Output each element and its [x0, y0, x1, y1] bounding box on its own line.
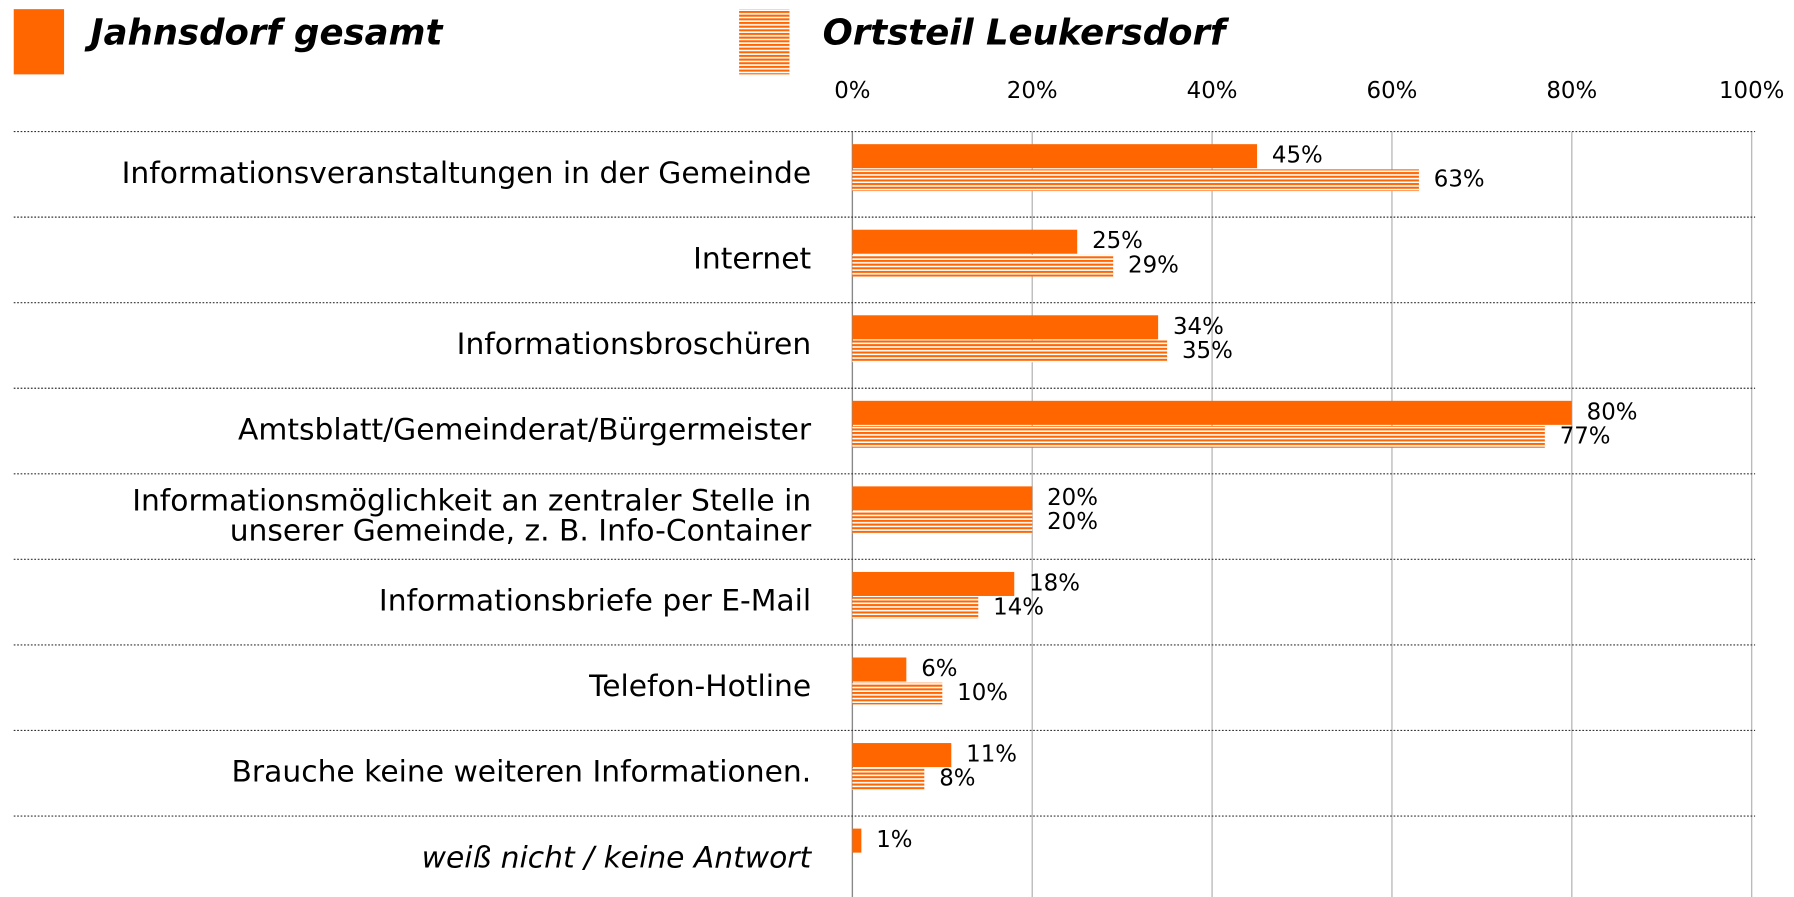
bar	[852, 169, 1419, 192]
category-label: Informationsveranstaltungen in der Gemei…	[122, 156, 812, 191]
bar	[852, 828, 862, 853]
bar	[852, 229, 1078, 254]
category-label: Brauche keine weiteren Informationen.	[232, 755, 812, 790]
bar	[852, 315, 1159, 340]
value-label: 63%	[1434, 167, 1485, 193]
value-label: 11%	[966, 742, 1017, 768]
value-label: 10%	[957, 680, 1008, 706]
value-label: 6%	[921, 656, 957, 682]
value-label: 20%	[1047, 509, 1098, 535]
category-label: Telefon-Hotline	[588, 669, 811, 704]
bar	[852, 400, 1572, 425]
category-label: Internet	[693, 241, 811, 276]
category-label: Informationsbroschüren	[457, 327, 812, 362]
x-tick-label: 100%	[1719, 78, 1784, 104]
value-label: 8%	[939, 766, 975, 792]
legend-swatch	[739, 9, 790, 75]
value-label: 1%	[876, 827, 912, 853]
value-label: 35%	[1182, 338, 1233, 364]
bar	[852, 657, 907, 682]
bar	[852, 254, 1114, 277]
legend-swatch	[13, 9, 65, 75]
x-tick-label: 80%	[1546, 78, 1597, 104]
category-label: Informationsbriefe per E-Mail	[379, 584, 811, 619]
bar	[852, 340, 1168, 363]
bar	[852, 571, 1015, 596]
value-label: 20%	[1047, 485, 1098, 511]
x-tick-label: 0%	[834, 78, 870, 104]
bar	[852, 511, 1033, 534]
bar	[852, 144, 1258, 169]
legend-label: Ortsteil Leukersdorf	[823, 12, 1230, 53]
bar	[852, 486, 1033, 511]
bar	[852, 425, 1545, 448]
x-tick-label: 20%	[1007, 78, 1058, 104]
legend-label: Jahnsdorf gesamt	[84, 12, 444, 53]
x-tick-label: 60%	[1367, 78, 1418, 104]
value-label: 14%	[993, 594, 1044, 620]
value-label: 77%	[1560, 423, 1611, 449]
category-label: weiß nicht / keine Antwort	[422, 840, 813, 875]
bar	[852, 597, 979, 619]
value-label: 45%	[1272, 143, 1323, 169]
category-label: Informationsmöglichkeit an zentraler Ste…	[132, 483, 812, 548]
bar	[852, 682, 943, 705]
value-label: 25%	[1092, 228, 1143, 254]
x-tick-label: 40%	[1187, 78, 1238, 104]
value-label: 80%	[1587, 399, 1638, 425]
category-label: Amtsblatt/Gemeinderat/Bürgermeister	[238, 413, 812, 448]
value-label: 18%	[1029, 570, 1080, 596]
bar	[852, 743, 952, 768]
value-label: 29%	[1128, 252, 1179, 278]
value-label: 34%	[1173, 314, 1224, 340]
bar	[852, 768, 925, 790]
